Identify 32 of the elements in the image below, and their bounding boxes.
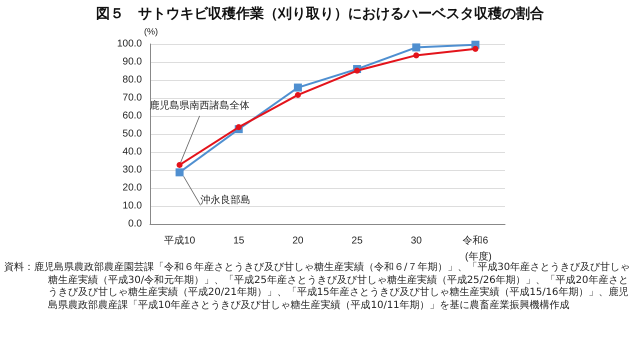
point: [236, 124, 242, 130]
y-tick-label: 100.0: [116, 38, 142, 50]
x-tick-label: 25: [352, 236, 364, 246]
point: [294, 92, 301, 98]
point: [294, 84, 302, 92]
y-tick-label: 50.0: [122, 128, 142, 140]
point: [472, 46, 478, 52]
y-tick-label: 30.0: [122, 164, 142, 176]
y-tick-label: 70.0: [122, 92, 142, 104]
y-tick-label: 90.0: [122, 56, 142, 68]
x-tick-label: 令和6: [462, 234, 489, 246]
point: [176, 168, 184, 176]
chart-title: 図５ サトウキビ収穫作業（刈り取り）におけるハーベスタ収穫の割合: [96, 5, 544, 22]
series-label: 鹿児島県南西諸島全体: [150, 99, 250, 112]
y-tick-label: 40.0: [122, 146, 142, 158]
point: [412, 43, 420, 52]
point: [413, 52, 420, 58]
x-axis-title: (年度): [465, 250, 492, 262]
x-tick-label: 20: [292, 236, 304, 246]
point: [354, 68, 360, 74]
y-axis-title: (%): [144, 26, 158, 36]
y-tick-label: 60.0: [122, 110, 142, 122]
y-tick-label: 20.0: [122, 182, 142, 194]
y-tick-label: 10.0: [122, 200, 142, 212]
x-tick-label: 30: [410, 236, 422, 246]
y-tick-label: 0.0: [128, 218, 142, 230]
text: 資料：鹿児島県農政部農産園芸課「令和６年産さとうきび及び甘しゃ糖生産実績（令和６/７年期）」、「平成30年産さとうきび及び甘しゃ糖生産実績（平成30/令和元年期）」、「平成25年産さとうきび及び甘しゃ糖生産実績（平成25/26年期）」、「平成20年産さとうきび及び甘しゃ糖生産実績（平成20/21年期）」、「平成15年産さとうきび及び甘しゃ糖生産実績（平成15/16年期）」、鹿児島県農政部農産課「平成10年産さとうきび及び甘しゃ糖生産実績（平成10/11年期）」を基に農畜産業振興機構作成: [4, 262, 632, 312]
point: [176, 162, 183, 168]
y-tick-label: 80.0: [122, 74, 142, 86]
x-tick-label: 15: [233, 236, 245, 246]
x-tick-label: 平成10: [164, 234, 196, 246]
text: 沖永良部島: [200, 194, 251, 206]
